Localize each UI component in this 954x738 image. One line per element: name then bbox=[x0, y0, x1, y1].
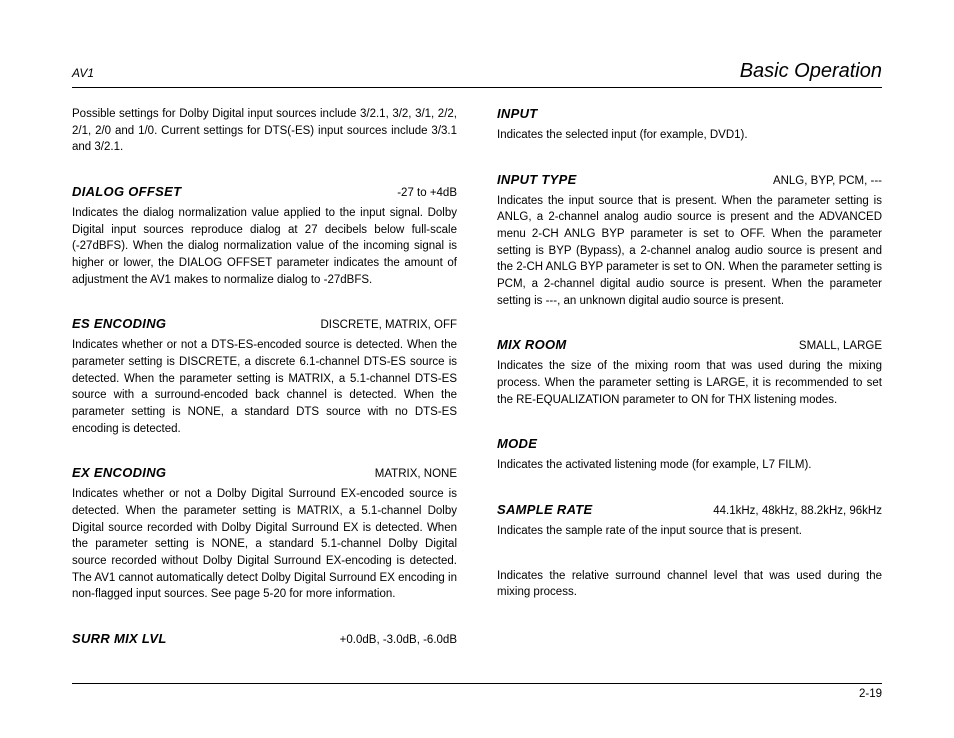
section-body: Indicates the selected input (for exampl… bbox=[497, 127, 882, 144]
page-footer: 2-19 bbox=[72, 683, 882, 700]
right-column: INPUT Indicates the selected input (for … bbox=[497, 106, 882, 674]
section-body: Indicates the dialog normalization value… bbox=[72, 205, 457, 288]
section-body: Indicates the relative surround channel … bbox=[497, 568, 882, 601]
section-title: SAMPLE RATE bbox=[497, 502, 593, 517]
section-title: INPUT TYPE bbox=[497, 172, 577, 187]
section-ex-encoding: EX ENCODING MATRIX, NONE Indicates wheth… bbox=[72, 465, 457, 603]
section-values: -27 to +4dB bbox=[397, 187, 457, 199]
section-values: DISCRETE, MATRIX, OFF bbox=[320, 319, 457, 331]
section-es-encoding: ES ENCODING DISCRETE, MATRIX, OFF Indica… bbox=[72, 316, 457, 437]
section-input: INPUT Indicates the selected input (for … bbox=[497, 106, 882, 144]
section-title: INPUT bbox=[497, 106, 538, 121]
section-heading: SAMPLE RATE 44.1kHz, 48kHz, 88.2kHz, 96k… bbox=[497, 502, 882, 517]
section-title: SURR MIX LVL bbox=[72, 631, 167, 646]
section-values: +0.0dB, -3.0dB, -6.0dB bbox=[340, 634, 457, 646]
left-column: Possible settings for Dolby Digital inpu… bbox=[72, 106, 457, 674]
section-values: 44.1kHz, 48kHz, 88.2kHz, 96kHz bbox=[713, 505, 882, 517]
section-body: Indicates the input source that is prese… bbox=[497, 193, 882, 310]
section-body: Indicates the activated listening mode (… bbox=[497, 457, 882, 474]
section-values: ANLG, BYP, PCM, --- bbox=[773, 175, 882, 187]
section-heading: DIALOG OFFSET -27 to +4dB bbox=[72, 184, 457, 199]
section-title: DIALOG OFFSET bbox=[72, 184, 181, 199]
content-columns: Possible settings for Dolby Digital inpu… bbox=[72, 106, 882, 674]
section-heading: SURR MIX LVL +0.0dB, -3.0dB, -6.0dB bbox=[72, 631, 457, 646]
section-body: Indicates the sample rate of the input s… bbox=[497, 523, 882, 540]
intro-paragraph: Possible settings for Dolby Digital inpu… bbox=[72, 106, 457, 156]
section-body: Indicates whether or not a DTS-ES-encode… bbox=[72, 337, 457, 437]
section-heading: ES ENCODING DISCRETE, MATRIX, OFF bbox=[72, 316, 457, 331]
header-chapter: Basic Operation bbox=[740, 60, 882, 83]
section-input-type: INPUT TYPE ANLG, BYP, PCM, --- Indicates… bbox=[497, 172, 882, 310]
section-mix-room: MIX ROOM SMALL, LARGE Indicates the size… bbox=[497, 337, 882, 408]
page-header: AV1 Basic Operation bbox=[72, 60, 882, 88]
section-title: ES ENCODING bbox=[72, 316, 166, 331]
section-values: MATRIX, NONE bbox=[375, 468, 457, 480]
section-surround-note: Indicates the relative surround channel … bbox=[497, 568, 882, 601]
section-heading: MODE bbox=[497, 436, 882, 451]
section-heading: MIX ROOM SMALL, LARGE bbox=[497, 337, 882, 352]
section-body: Indicates the size of the mixing room th… bbox=[497, 358, 882, 408]
section-body: Indicates whether or not a Dolby Digital… bbox=[72, 486, 457, 603]
section-heading: INPUT bbox=[497, 106, 882, 121]
section-title: MODE bbox=[497, 436, 537, 451]
section-heading: EX ENCODING MATRIX, NONE bbox=[72, 465, 457, 480]
page-number: 2-19 bbox=[859, 688, 882, 700]
section-surr-mix-lvl: SURR MIX LVL +0.0dB, -3.0dB, -6.0dB bbox=[72, 631, 457, 646]
section-dialog-offset: DIALOG OFFSET -27 to +4dB Indicates the … bbox=[72, 184, 457, 288]
section-mode: MODE Indicates the activated listening m… bbox=[497, 436, 882, 474]
section-title: MIX ROOM bbox=[497, 337, 567, 352]
section-sample-rate: SAMPLE RATE 44.1kHz, 48kHz, 88.2kHz, 96k… bbox=[497, 502, 882, 540]
section-title: EX ENCODING bbox=[72, 465, 166, 480]
header-model: AV1 bbox=[72, 66, 94, 80]
section-heading: INPUT TYPE ANLG, BYP, PCM, --- bbox=[497, 172, 882, 187]
section-values: SMALL, LARGE bbox=[799, 340, 882, 352]
